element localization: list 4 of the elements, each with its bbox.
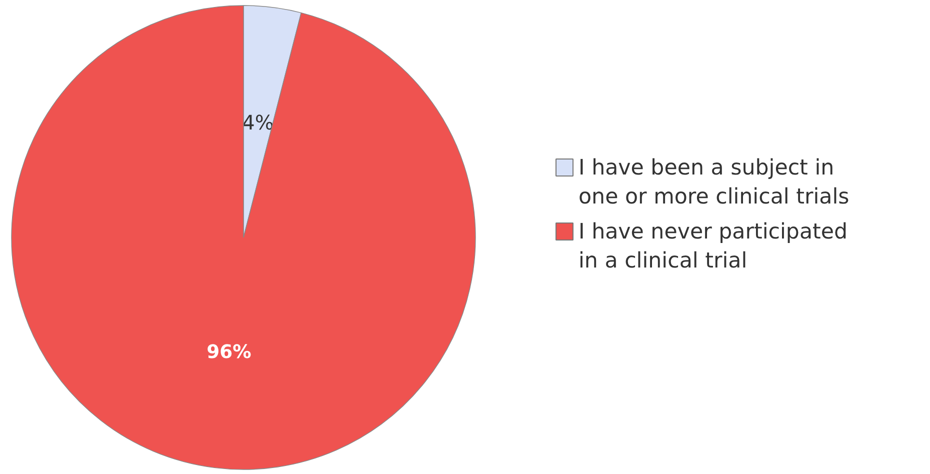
legend-label: I have never participated in a clinical trial <box>578 220 848 274</box>
legend-label: I have been a subject in one or more clinical trials <box>578 156 850 210</box>
data-label: 4% <box>242 110 274 134</box>
data-label: 96% <box>206 342 252 364</box>
